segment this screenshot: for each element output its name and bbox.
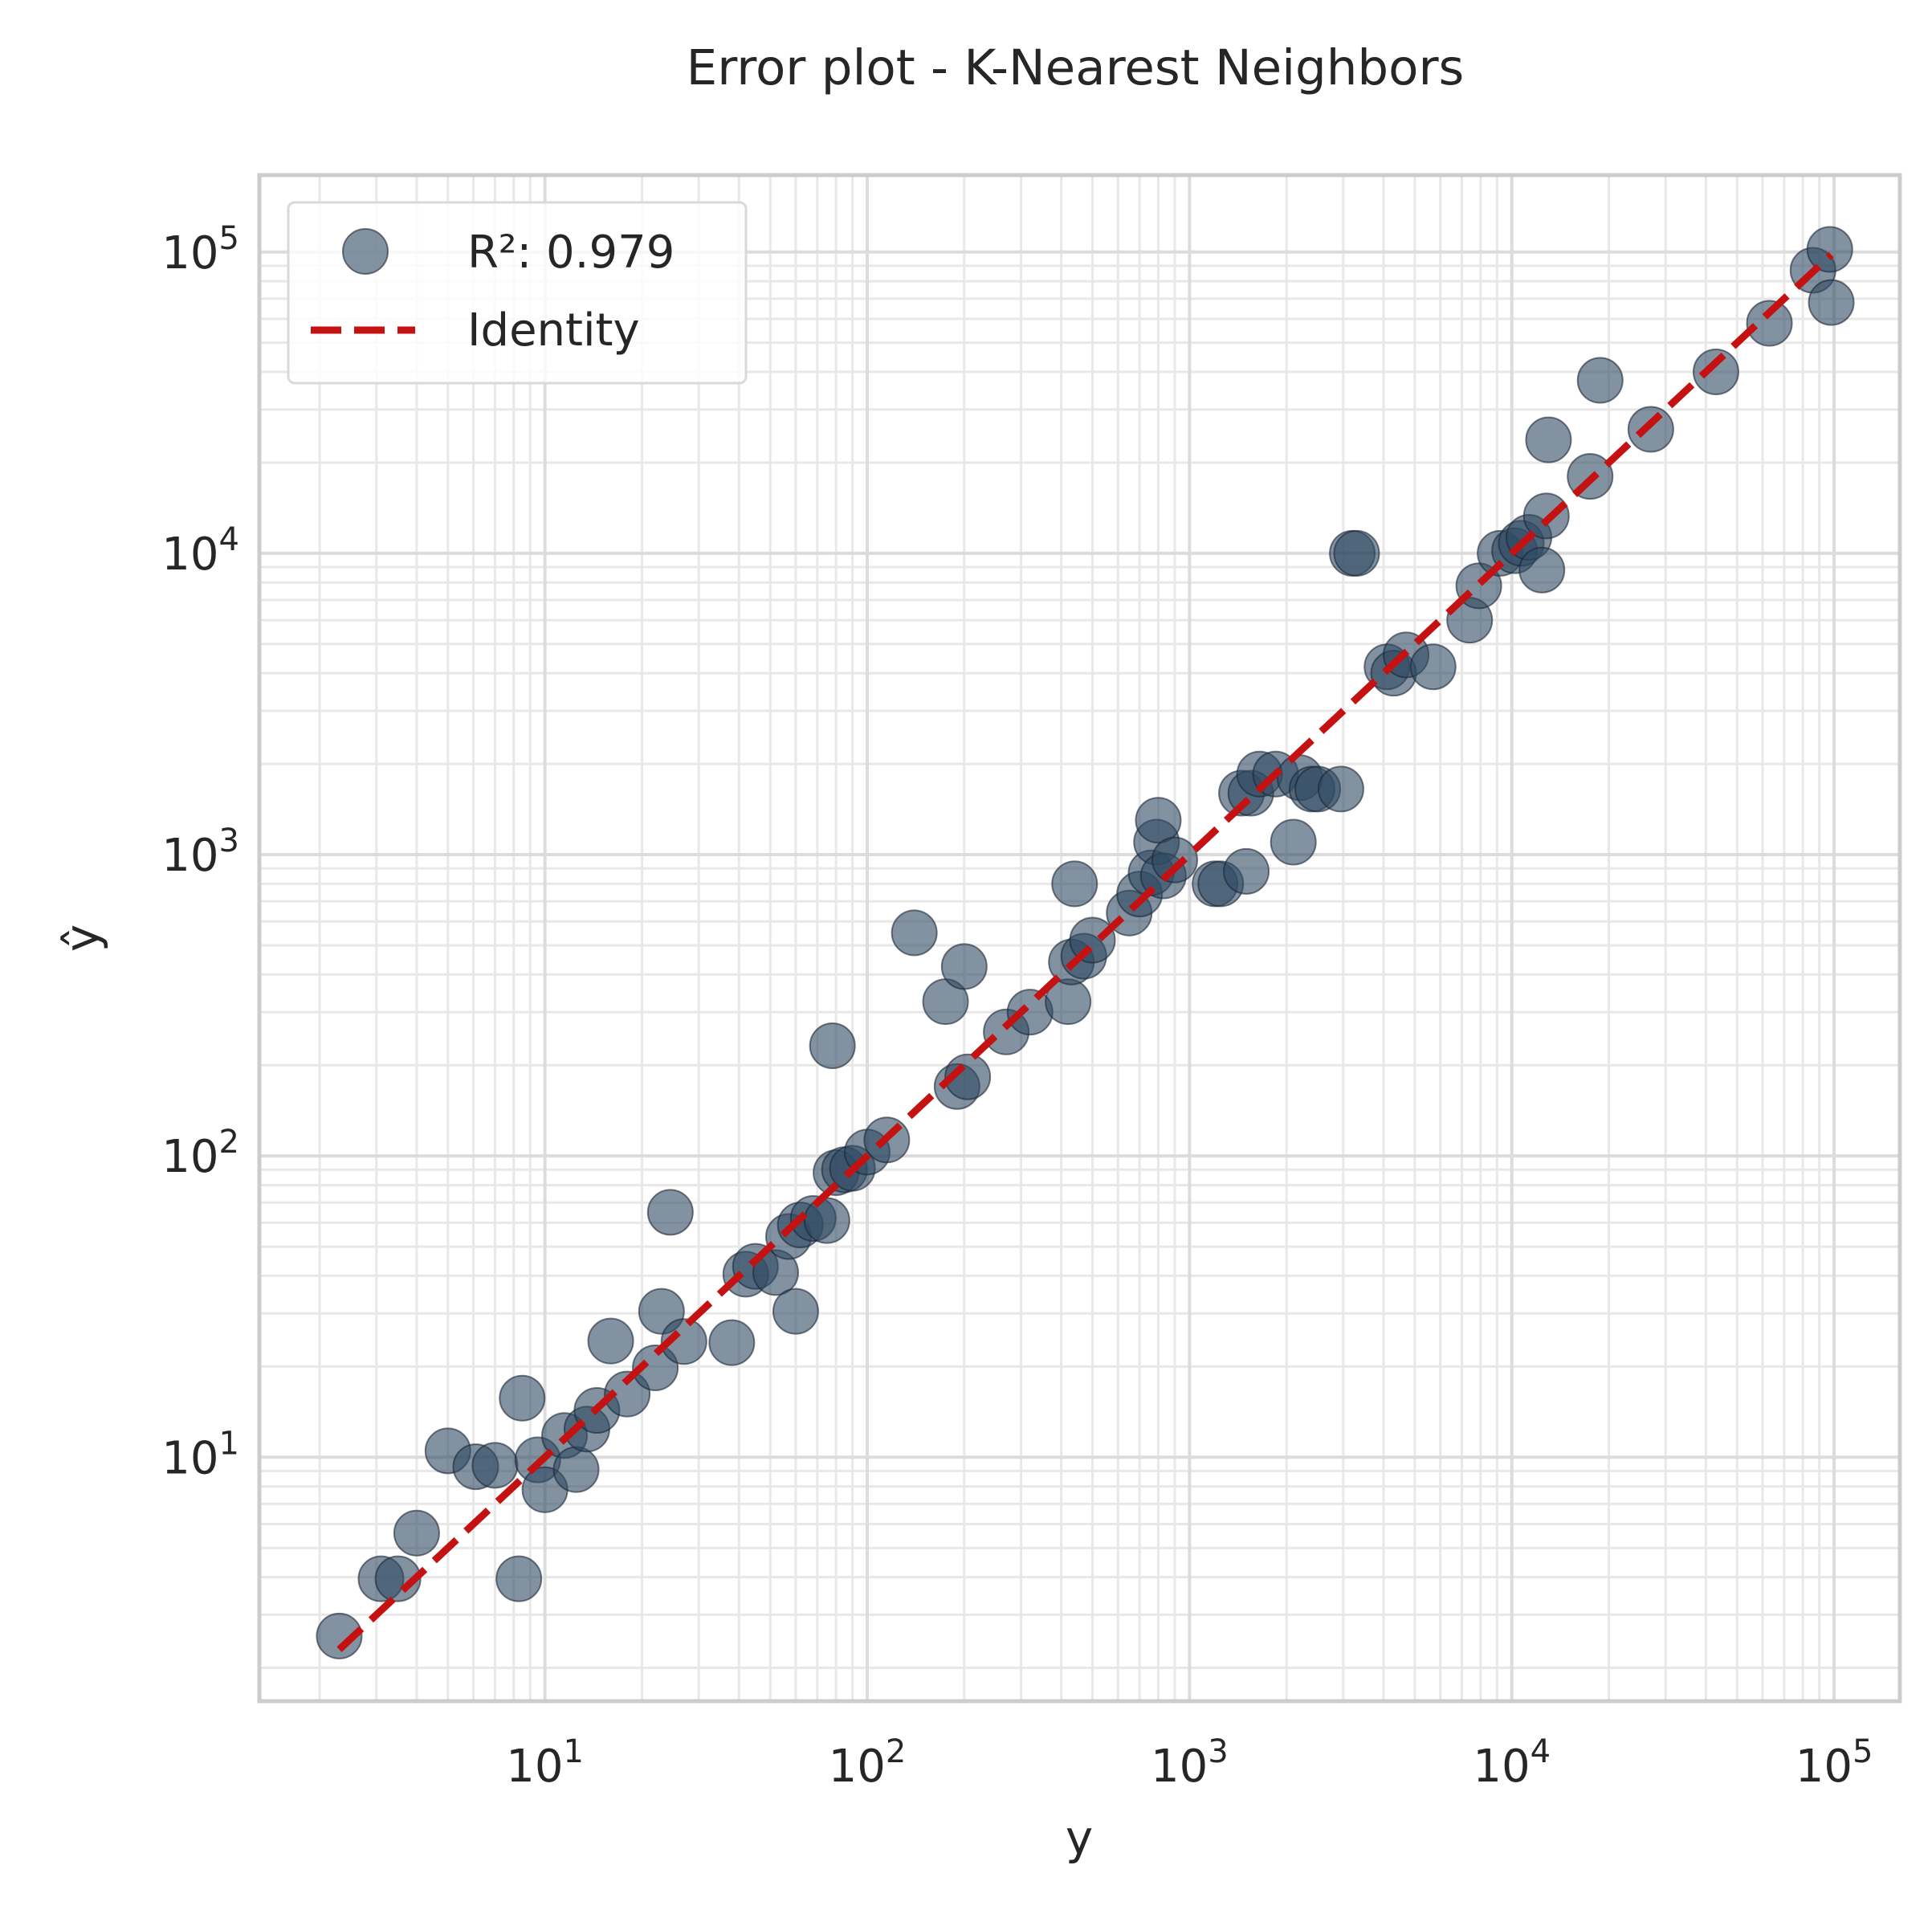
x-tick-label: 105 — [1795, 1733, 1873, 1793]
data-point — [772, 1288, 819, 1335]
data-point — [1806, 226, 1853, 273]
chart-title: Error plot - K-Nearest Neighbors — [687, 39, 1465, 96]
data-point — [1270, 818, 1317, 866]
y-axis-label: ŷ — [55, 924, 109, 952]
y-tick-label: 103 — [161, 822, 239, 882]
data-point — [1627, 406, 1674, 453]
y-tick-label: 101 — [161, 1425, 239, 1484]
data-point — [1223, 847, 1270, 895]
data-point — [891, 909, 938, 957]
data-point — [587, 1317, 634, 1365]
data-point — [1525, 416, 1572, 463]
legend-label-identity: Identity — [467, 304, 640, 357]
data-point — [944, 1053, 992, 1100]
data-point — [809, 1022, 856, 1070]
data-point — [1746, 300, 1793, 347]
legend-label-r2: R²: 0.979 — [467, 227, 675, 279]
data-point — [940, 943, 988, 990]
legend: R²: 0.979 Identity — [287, 201, 748, 385]
data-point — [1333, 529, 1380, 577]
data-point — [646, 1189, 694, 1236]
legend-marker-scatter — [342, 228, 389, 275]
y-tick-label: 102 — [161, 1124, 239, 1183]
data-point — [393, 1509, 440, 1557]
data-point — [1409, 643, 1457, 691]
data-point — [1808, 279, 1855, 326]
data-point — [1576, 357, 1624, 404]
y-tick-label: 104 — [161, 521, 239, 581]
plot-area-frame — [257, 173, 1902, 1704]
data-point — [495, 1555, 543, 1602]
data-point — [1518, 546, 1566, 594]
x-tick-label: 103 — [1151, 1733, 1229, 1793]
data-point — [499, 1374, 546, 1422]
data-point — [708, 1319, 756, 1366]
data-point — [1051, 860, 1098, 908]
data-point — [1522, 492, 1570, 540]
data-point — [374, 1555, 422, 1602]
data-point — [1151, 836, 1198, 884]
x-axis-label: y — [1066, 1810, 1093, 1865]
x-tick-label: 104 — [1473, 1733, 1551, 1793]
identity-line — [336, 251, 1834, 1652]
data-point — [316, 1612, 363, 1659]
data-point — [471, 1442, 519, 1489]
data-point — [1317, 765, 1364, 813]
y-axis-ticks: 101 102 103 104 105 — [161, 220, 239, 1485]
x-tick-label: 102 — [829, 1733, 907, 1793]
x-tick-label: 101 — [506, 1733, 584, 1793]
data-point — [552, 1446, 600, 1493]
x-axis-ticks: 101 102 103 104 105 — [506, 1733, 1873, 1793]
data-point — [1692, 349, 1739, 396]
legend-box — [287, 201, 748, 385]
data-point — [660, 1318, 707, 1365]
data-point — [803, 1197, 850, 1244]
data-point — [1135, 797, 1182, 844]
y-tick-label: 105 — [161, 220, 239, 280]
